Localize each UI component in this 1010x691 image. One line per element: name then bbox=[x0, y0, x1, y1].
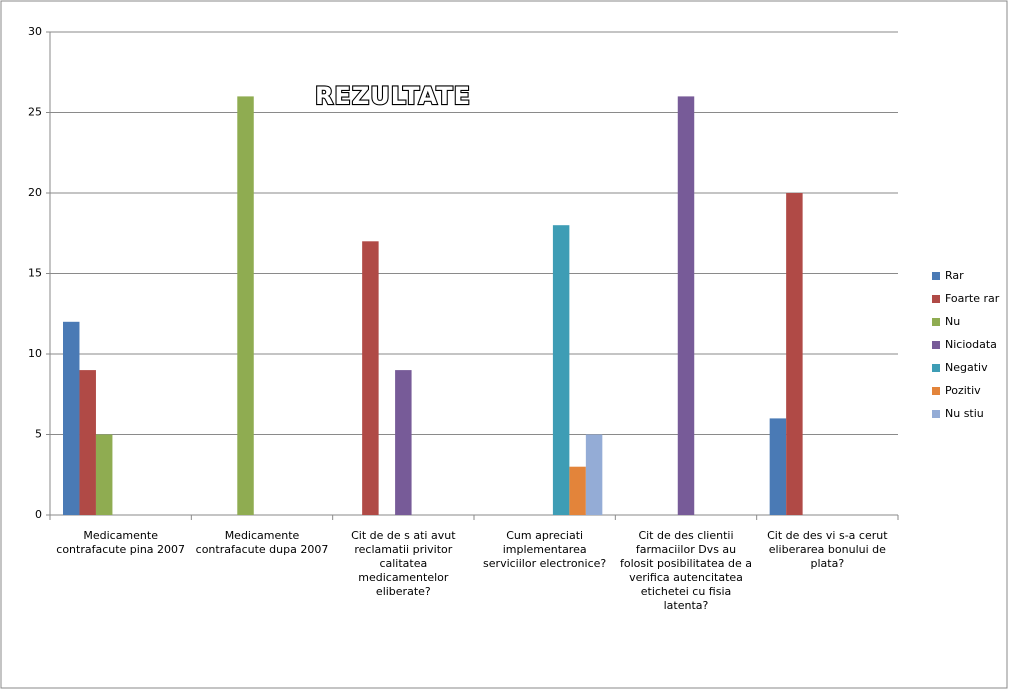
bar bbox=[362, 241, 379, 516]
chart-title: REZULTATE bbox=[315, 82, 471, 110]
y-tick-label: 30 bbox=[28, 25, 42, 38]
y-tick-label: 20 bbox=[28, 186, 42, 199]
legend-swatch bbox=[932, 295, 940, 303]
legend-label: Niciodata bbox=[945, 338, 997, 351]
x-tick-label: Medicamente contrafacute dupa 2007 bbox=[195, 529, 329, 556]
bar bbox=[769, 418, 787, 515]
legend-swatch bbox=[932, 410, 940, 418]
bar bbox=[552, 225, 570, 515]
legend-label: Nu stiu bbox=[945, 407, 984, 420]
legend-swatch bbox=[932, 387, 940, 395]
legend-swatch bbox=[932, 318, 940, 326]
x-tick-label: Cit de des vi s-a cerut eliberarea bonul… bbox=[767, 529, 888, 570]
legend-label: Rar bbox=[945, 269, 964, 282]
legend-swatch bbox=[932, 272, 940, 280]
bar bbox=[569, 466, 586, 515]
legend-label: Foarte rar bbox=[945, 292, 1000, 305]
legend-swatch bbox=[932, 364, 940, 372]
y-tick-label: 10 bbox=[28, 347, 42, 360]
x-tick-label: Cit de de s ati avut reclamatii privitor… bbox=[351, 529, 456, 598]
legend-label: Pozitiv bbox=[945, 384, 981, 397]
bar bbox=[786, 193, 803, 515]
bar bbox=[95, 434, 113, 515]
y-tick-label: 5 bbox=[35, 428, 42, 441]
legend-swatch bbox=[932, 341, 940, 349]
legend-label: Negativ bbox=[945, 361, 988, 374]
bar bbox=[237, 96, 254, 516]
bar bbox=[585, 434, 603, 515]
bar bbox=[63, 321, 80, 515]
x-tick-label: Cit de des clientii farmaciilor Dvs au f… bbox=[620, 529, 752, 612]
x-tick-label: Medicamente contrafacute pina 2007 bbox=[56, 529, 186, 556]
y-tick-label: 0 bbox=[35, 508, 42, 521]
y-tick-label: 25 bbox=[28, 106, 42, 119]
x-tick-label: Cum apreciati implementarea serviciilor … bbox=[483, 529, 607, 570]
bar bbox=[395, 370, 412, 515]
y-tick-label: 15 bbox=[28, 267, 42, 280]
bar bbox=[677, 96, 695, 516]
bar bbox=[79, 370, 96, 515]
legend-label: Nu bbox=[945, 315, 960, 328]
